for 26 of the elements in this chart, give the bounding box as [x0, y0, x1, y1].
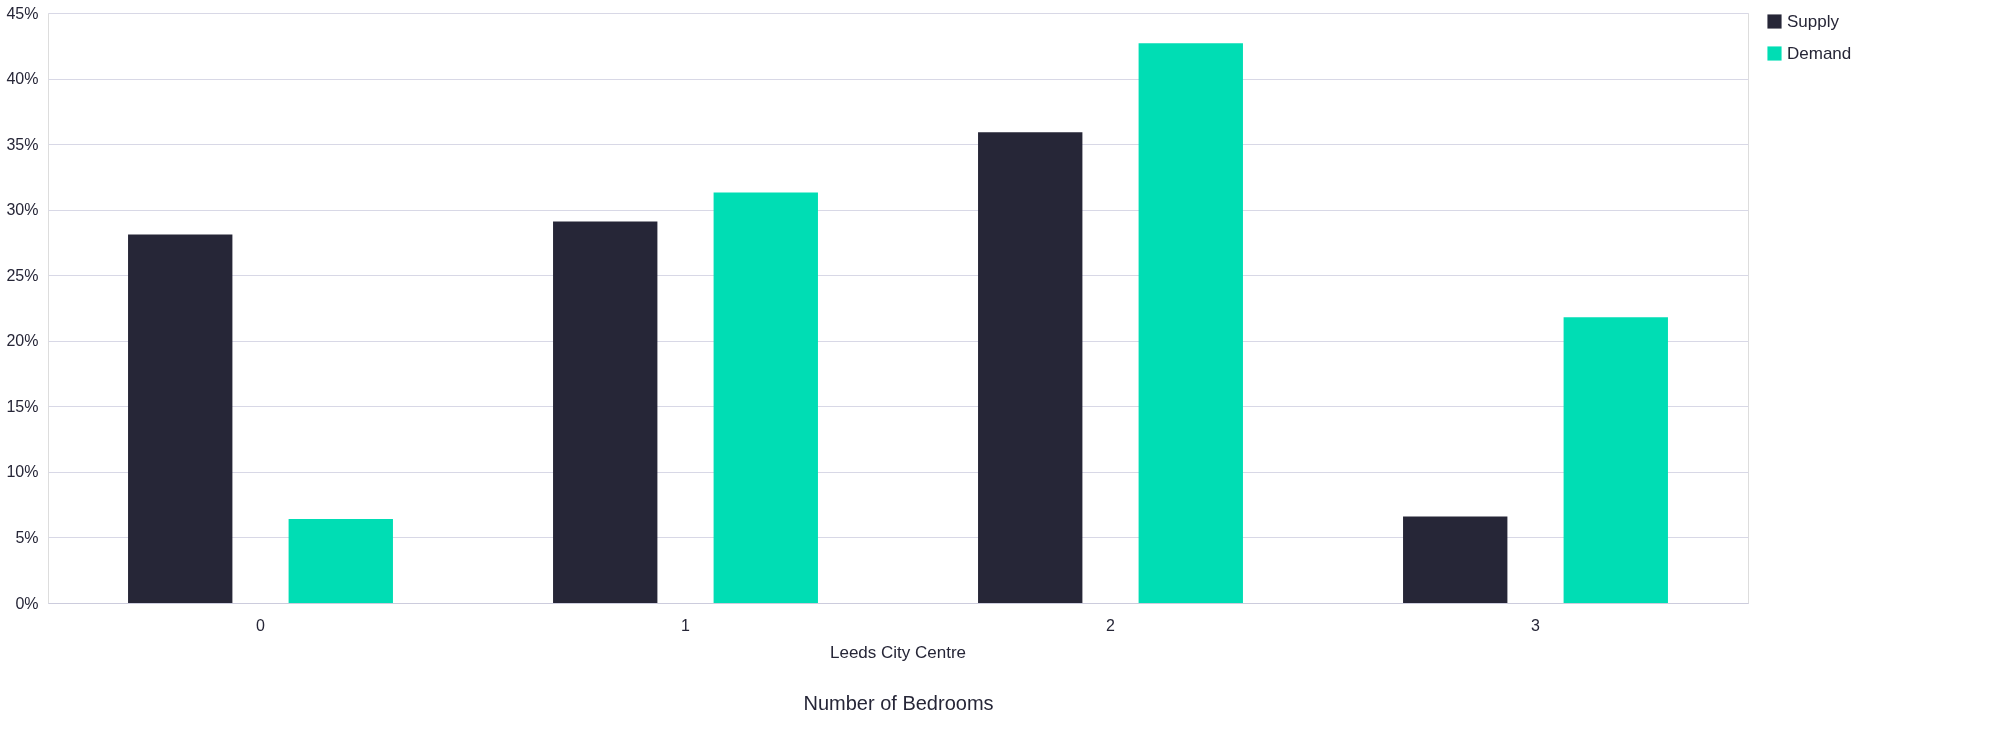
y-tick-label: 0%: [15, 594, 39, 612]
y-tick-label: 25%: [6, 266, 39, 284]
y-tick-label: 20%: [6, 332, 39, 350]
legend-label: Supply: [1787, 11, 1840, 31]
bar: [1138, 43, 1243, 603]
text: Leeds City Centre: [829, 643, 967, 662]
legend-label: Demand: [1787, 43, 1852, 63]
y-tick-label: 30%: [6, 201, 39, 219]
x-tick-label: 0: [256, 616, 266, 634]
bar: [1563, 317, 1668, 603]
y-tick-label: 35%: [6, 135, 39, 153]
bar: [978, 132, 1083, 603]
y-tick-label: 10%: [6, 463, 39, 481]
y-tick-label: 45%: [6, 4, 39, 22]
x-tick-label: 3: [1531, 616, 1541, 634]
bar: [288, 519, 393, 603]
bar: [1403, 516, 1508, 603]
bar: [553, 221, 658, 603]
y-tick-label: 15%: [6, 397, 39, 415]
x-tick-label: 1: [681, 616, 691, 634]
x-tick-label: 2: [1106, 616, 1116, 634]
bar: [128, 234, 233, 603]
x-axis-title: Number of Bedrooms: [803, 691, 994, 714]
bar: [713, 192, 818, 603]
y-tick-label: 5%: [15, 528, 39, 546]
y-tick-label: 40%: [6, 70, 39, 88]
